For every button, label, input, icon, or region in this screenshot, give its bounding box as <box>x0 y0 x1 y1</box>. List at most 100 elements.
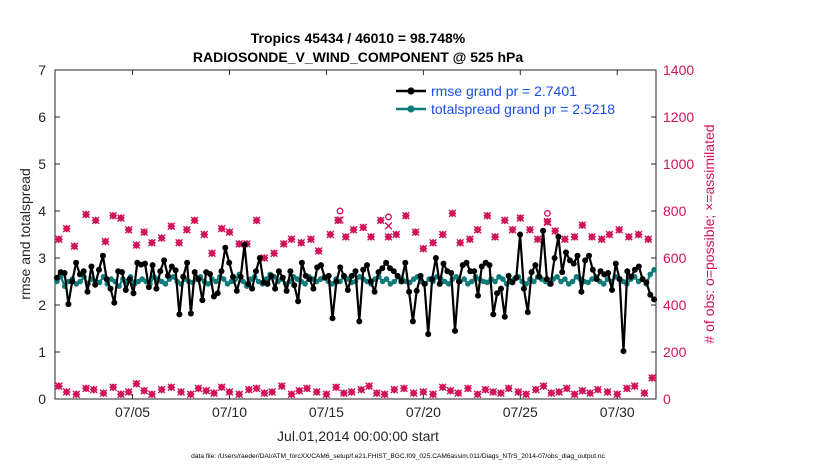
rmse-point <box>195 276 202 283</box>
y-tick-label-right: 1000 <box>663 156 694 172</box>
rmse-point <box>333 278 340 285</box>
obs-assimilated-marker <box>101 237 110 246</box>
rmse-point <box>348 272 355 279</box>
legend-rmse-label: rmse grand pr = 2.7401 <box>431 83 577 99</box>
obs-assimilated-marker <box>473 225 482 234</box>
obs-assimilated-marker <box>376 216 385 225</box>
obs-assimilated-marker <box>392 230 401 239</box>
spread-point <box>484 279 491 286</box>
obs-assimilated-marker <box>578 386 587 395</box>
obs-assimilated-marker <box>438 383 447 392</box>
obs-assimilated-marker <box>190 216 199 225</box>
obs-assimilated-marker <box>454 389 463 398</box>
obs-assimilated-marker <box>341 232 350 241</box>
obs-assimilated-marker <box>380 390 389 399</box>
spread-point <box>162 281 169 287</box>
obs-assimilated-marker <box>200 230 209 239</box>
rmse-point <box>241 241 248 248</box>
spread-point <box>96 279 103 286</box>
rmse-point <box>605 270 612 276</box>
y-tick-label-right: 1400 <box>663 62 694 78</box>
rmse-point <box>157 268 164 275</box>
obs-assimilated-marker <box>208 249 216 258</box>
rmse-point <box>126 276 133 283</box>
rmse-point <box>624 268 631 275</box>
rmse-series <box>53 227 658 355</box>
rmse-point <box>394 272 401 279</box>
legend-spread-marker <box>407 105 415 113</box>
rmse-point <box>341 272 347 279</box>
obs-assimilated-marker <box>481 385 490 394</box>
rmse-point <box>249 285 256 292</box>
rmse-point <box>264 280 271 287</box>
rmse-point <box>130 290 137 297</box>
obs-possible-only-marker <box>385 213 392 221</box>
rmse-point <box>593 276 600 283</box>
obs-assimilated-marker <box>91 216 100 225</box>
obs-assimilated-marker <box>252 384 261 393</box>
obs-assimilated-marker <box>570 232 579 241</box>
obs-assimilated-marker <box>522 390 531 399</box>
rmse-point <box>226 259 233 266</box>
spread-point <box>383 276 390 282</box>
obs-assimilated-marker <box>322 390 331 399</box>
obs-assimilated-marker <box>551 227 560 235</box>
x-axis: 07/05 07/10 07/15 07/20 07/25 07/30 <box>115 70 635 420</box>
obs-assimilated-marker <box>630 382 639 390</box>
y-tick-label-right: 600 <box>663 250 687 266</box>
obs-assimilated-marker <box>295 386 304 395</box>
rmse-point <box>310 285 317 292</box>
obs-assimilated-marker <box>62 388 71 396</box>
obs-assimilated-marker <box>194 384 203 393</box>
chart-subtitle: RADIOSONDE_V_WIND_COMPONENT @ 525 hPa <box>193 49 523 65</box>
x-tick-label: 07/30 <box>600 404 635 420</box>
x-axis-label: Jul.01,2014 00:00:00 start <box>277 428 439 444</box>
obs-assimilated-marker <box>312 388 321 396</box>
rmse-point <box>172 267 179 274</box>
obs-assimilated-marker <box>277 382 286 390</box>
x-tick-label: 07/15 <box>309 404 344 420</box>
obs-assimilated-marker <box>446 386 455 395</box>
obs-assimilated-marker <box>235 240 244 248</box>
obs-assimilated-marker <box>367 232 375 241</box>
obs-assimilated-marker <box>644 235 653 244</box>
x-tick-label: 07/05 <box>115 404 150 420</box>
rmse-point <box>253 268 259 275</box>
rmse-point <box>589 266 596 273</box>
obs-assimilated-marker <box>225 228 234 237</box>
rmse-point <box>161 257 168 264</box>
obs-assimilated-marker <box>326 230 335 239</box>
rmse-point <box>65 301 72 308</box>
obs-assimilated-marker <box>516 214 525 222</box>
spread-point <box>500 276 506 282</box>
obs-assimilated-marker <box>448 209 457 218</box>
obs-count-markers <box>54 207 657 399</box>
rmse-point <box>364 262 370 269</box>
obs-assimilated-marker <box>54 235 63 244</box>
spread-point <box>554 274 560 280</box>
rmse-point <box>291 282 298 289</box>
rmse-point <box>92 281 99 288</box>
rmse-point <box>490 311 497 318</box>
rmse-point <box>398 278 405 285</box>
rmse-point <box>406 288 413 295</box>
rmse-point <box>245 280 252 287</box>
rmse-point <box>222 244 229 251</box>
spread-point <box>600 281 607 287</box>
rmse-point <box>318 262 324 269</box>
obs-assimilated-marker <box>148 390 156 399</box>
rmse-point <box>80 268 87 275</box>
y-axis-label-right: # of obs: o=possible; ×=assimilated <box>701 124 717 343</box>
obs-assimilated-marker <box>504 384 513 393</box>
obs-assimilated-marker <box>140 228 149 237</box>
rmse-point <box>352 268 359 275</box>
y-tick-label-left: 4 <box>38 203 46 219</box>
rmse-point <box>455 278 462 285</box>
obs-assimilated-marker <box>634 230 643 239</box>
rmse-point <box>475 292 481 299</box>
rmse-point <box>440 260 447 267</box>
rmse-point <box>647 291 654 298</box>
rmse-point <box>371 288 378 295</box>
obs-assimilated-marker <box>514 388 523 396</box>
